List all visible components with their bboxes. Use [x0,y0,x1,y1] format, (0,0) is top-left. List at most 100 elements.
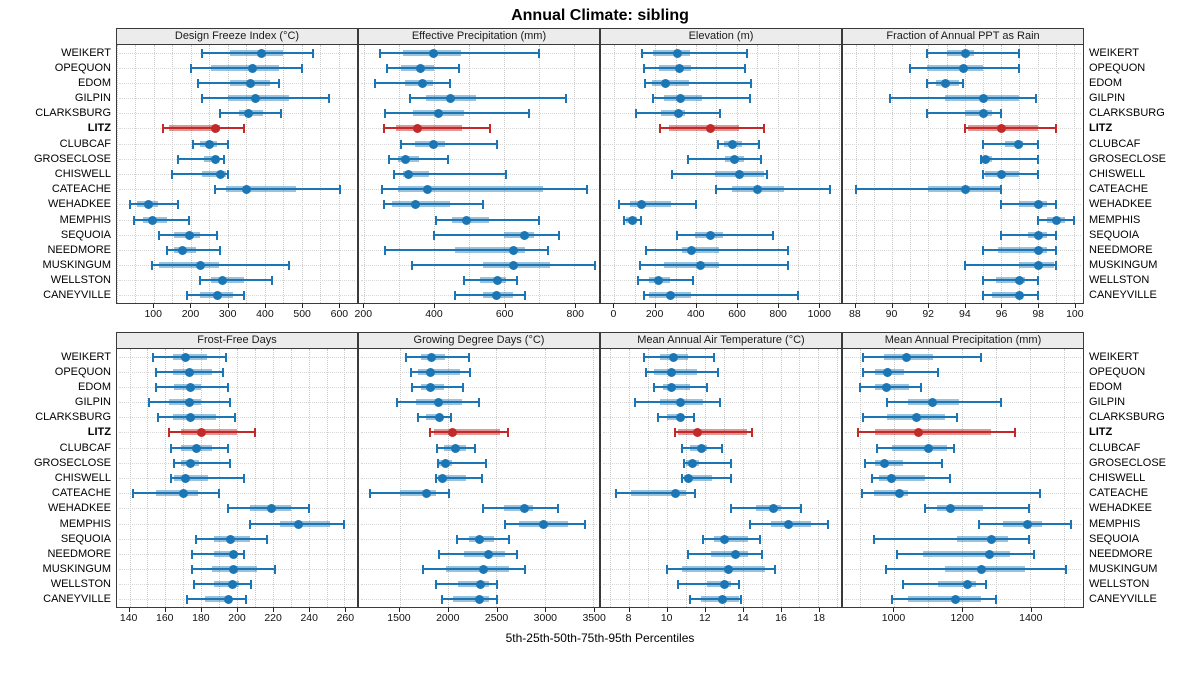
percentile-row-clarksburg [601,410,841,425]
site-label-litz: LITZ [87,122,111,135]
percentile-row-memphis [359,212,599,227]
whisker-5-95 [983,172,1038,175]
cap-5th [386,63,389,73]
cap-5th [248,519,251,529]
median-dot [440,458,450,468]
cap-5th [157,413,160,423]
cap-95th [1054,261,1057,271]
percentile-row-clarksburg [117,410,357,425]
median-dot [426,367,436,377]
axis-tick-label: 800 [769,308,787,320]
whisker-5-95 [983,294,1038,297]
cap-5th [982,276,984,286]
cap-95th [691,276,694,286]
cap-5th [132,215,135,225]
axis-tick [1038,304,1040,308]
site-label-sequoia: SEQUOIA [60,532,111,545]
median-dot [520,504,530,514]
median-dot [924,443,934,453]
cap-95th [719,109,722,119]
cap-95th [737,580,740,590]
site-label-litz: LITZ [1089,122,1113,135]
site-label-memphis: MEMPHIS [1089,517,1141,530]
whisker-5-95 [616,492,696,495]
cap-95th [457,63,460,73]
percentile-row-gilpin [117,91,357,106]
axis-tick [363,304,365,308]
cap-95th [253,428,256,438]
cap-5th [199,276,202,286]
panel-3: Fraction of Annual PPT as Rain 88 90 92 94 96… [842,28,1084,323]
whisker-5-95 [214,188,341,191]
axis-tick-label: 200 [354,308,373,320]
percentile-row-wehadkee [601,501,841,516]
median-dot [411,200,421,210]
percentile-row-gilpin [359,395,599,410]
percentile-row-wellston [601,273,841,288]
axis-caption: 5th-25th-50th-75th-95th Percentiles [505,631,695,645]
cap-95th [250,580,253,590]
median-dot [960,48,970,58]
label-area: WEIKERT OPEQUON EDOM GILPIN CLARKSBURG LITZ CL… [1084,45,1196,303]
cap-5th [411,382,414,392]
median-dot [879,458,889,468]
whisker-5-95 [983,142,1038,145]
box-25-75 [669,125,739,132]
axis-tick-label: 100 [1066,308,1084,320]
box-25-75 [156,490,198,497]
row-guide-line [361,493,597,495]
percentile-row-weikert [359,349,599,364]
percentile-row-chiswell [359,470,599,485]
cap-95th [763,124,766,134]
cap-5th [438,549,441,559]
cap-95th [760,549,763,559]
cap-95th [797,291,800,301]
cap-5th [151,352,154,362]
cap-95th [243,124,246,134]
cap-95th [311,48,314,58]
percentile-row-litz [601,425,841,440]
box-25-75 [174,474,209,481]
cap-5th [191,565,194,575]
median-dot [244,109,254,119]
cap-95th [219,245,222,255]
percentile-row-gilpin [601,91,841,106]
row-guide-line [119,523,355,525]
median-dot [960,185,970,195]
median-dot [980,154,990,164]
whisker-5-95 [192,552,245,555]
cap-95th [1039,489,1042,499]
row-guide-line [119,158,355,160]
box-25-75 [458,581,490,588]
median-dot [636,200,646,210]
median-dot [997,169,1007,179]
cap-5th [384,245,387,255]
box-25-75 [229,49,284,56]
panel-5: Growing Degree Days (°C) 1500 2000 2500 3000… [358,332,606,627]
cap-5th [189,63,192,73]
cap-5th [615,489,618,499]
axis-tick [545,608,547,612]
box-25-75 [997,246,1047,253]
axis-tick [594,608,596,612]
whisker-5-95 [619,203,696,206]
cap-95th [223,154,226,164]
cap-5th [410,261,413,271]
percentile-row-groseclose [843,151,1083,166]
cap-95th [328,94,331,104]
panel-title: Effective Precipitation (mm) [358,28,600,45]
whisker-5-95 [646,370,719,373]
median-dot [479,565,489,575]
x-axis: 100 200 300 400 500 600 [116,304,358,323]
median-dot [197,428,207,438]
site-label-chiswell: CHISWELL [1089,168,1146,180]
row-guide-line [845,265,1081,267]
whisker-5-95 [890,97,1036,100]
percentile-row-edom [359,75,599,90]
whisker-5-95 [194,583,252,586]
cap-5th [155,367,158,377]
site-label-wellston: WELLSTON [1089,274,1150,287]
cap-95th [739,595,742,605]
axis-tick-label: 500 [293,308,311,320]
median-dot [216,169,226,179]
